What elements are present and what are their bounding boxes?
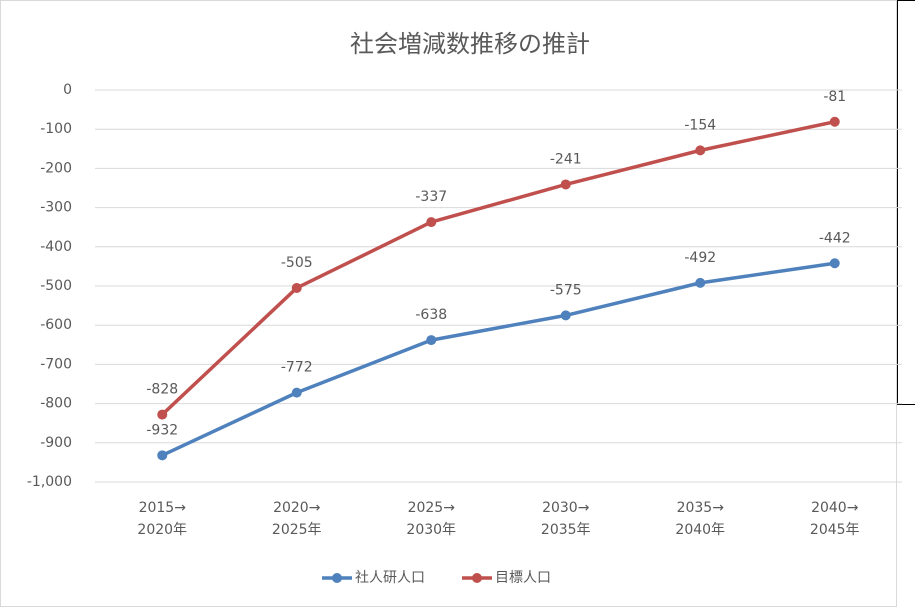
data-label: -241 xyxy=(550,151,582,167)
y-tick-label: -300 xyxy=(40,200,72,216)
data-label: -154 xyxy=(684,117,716,133)
legend-label: 目標人口 xyxy=(495,570,551,586)
y-tick-label: -100 xyxy=(40,121,72,137)
legend-marker xyxy=(332,573,342,583)
y-tick-label: -200 xyxy=(40,160,72,176)
data-label: -337 xyxy=(415,189,447,205)
marker xyxy=(560,310,571,321)
data-label: -505 xyxy=(281,255,313,271)
data-label: -81 xyxy=(823,89,846,105)
series-line xyxy=(161,120,836,416)
y-tick-label: -500 xyxy=(40,278,72,294)
x-tick-label: 2015→ 2020年 xyxy=(137,500,188,538)
marker xyxy=(291,282,302,293)
y-tick-label: -600 xyxy=(40,317,72,333)
marker xyxy=(829,258,840,269)
marker xyxy=(695,145,706,156)
marker xyxy=(829,116,840,127)
marker xyxy=(291,387,302,398)
side-box xyxy=(897,0,915,405)
data-label: -932 xyxy=(146,422,178,438)
x-tick-label: 2040→ 2045年 xyxy=(809,500,860,538)
data-label: -575 xyxy=(550,282,582,298)
marker xyxy=(426,217,437,228)
x-tick-label: 2035→ 2040年 xyxy=(675,500,726,538)
y-tick-label: -800 xyxy=(40,396,72,412)
y-tick-label: -900 xyxy=(40,435,72,451)
data-label: -442 xyxy=(819,230,851,246)
data-label: -772 xyxy=(281,360,313,376)
y-tick-label: -1,000 xyxy=(27,474,72,490)
legend-label: 社人研人口 xyxy=(355,570,425,586)
marker xyxy=(157,450,168,461)
x-tick-label: 2030→ 2035年 xyxy=(540,500,591,538)
x-tick-label: 2025→ 2030年 xyxy=(406,500,457,538)
y-tick-label: -400 xyxy=(40,239,72,255)
x-tick-label: 2020→ 2025年 xyxy=(271,500,322,538)
marker xyxy=(560,179,571,190)
y-tick-label: -700 xyxy=(40,356,72,372)
series-line xyxy=(161,261,836,457)
marker xyxy=(695,277,706,288)
chart-title: 社会増減数推移の推計 xyxy=(350,30,590,58)
data-label: -638 xyxy=(415,307,447,323)
marker xyxy=(157,409,168,420)
legend-marker xyxy=(472,573,482,583)
y-tick-label: 0 xyxy=(63,82,72,98)
marker xyxy=(426,335,437,346)
data-label: -492 xyxy=(684,250,716,266)
data-label: -828 xyxy=(146,382,178,398)
